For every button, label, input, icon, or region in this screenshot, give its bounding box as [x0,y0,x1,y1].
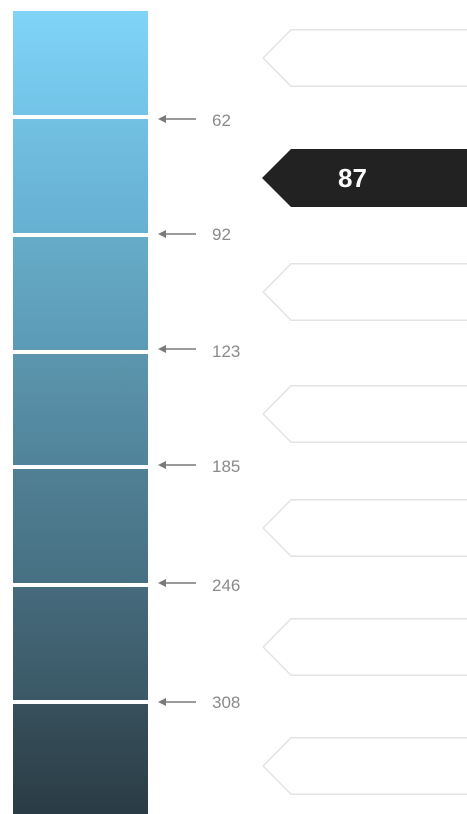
scale-divider [13,233,148,237]
tick-label: 308 [212,693,241,712]
scale-band-2 [13,119,148,234]
empty-flag [262,385,467,443]
scale-divider [13,115,148,119]
tick-label: 123 [212,342,241,361]
empty-flag [262,29,467,87]
empty-flag [262,618,467,676]
tick-label: 185 [212,457,241,476]
active-value: 87 [338,163,367,193]
tick-arrow-icon [158,460,196,470]
tick-arrow-icon [158,229,196,239]
tick-label: 62 [212,111,231,130]
scale-band-6 [13,587,148,701]
tick-arrow-icon [158,697,196,707]
scale-divider [13,583,148,587]
scale-band-4 [13,354,148,467]
tick-arrow-icon [158,114,196,124]
tick-label: 92 [212,225,231,244]
tick-label: 246 [212,576,241,595]
scale-band-5 [13,469,148,584]
scale-divider [13,465,148,469]
empty-flag [262,263,467,321]
empty-flag [262,737,467,795]
tick-arrow-icon [158,344,196,354]
scale-divider [13,350,148,354]
empty-flag [262,499,467,557]
active-value-flag: 87 [262,149,467,207]
scale-band-7 [13,704,148,814]
scale-band-1 [13,11,148,116]
scale-divider [13,700,148,704]
tick-arrow-icon [158,578,196,588]
scale-band-3 [13,237,148,351]
